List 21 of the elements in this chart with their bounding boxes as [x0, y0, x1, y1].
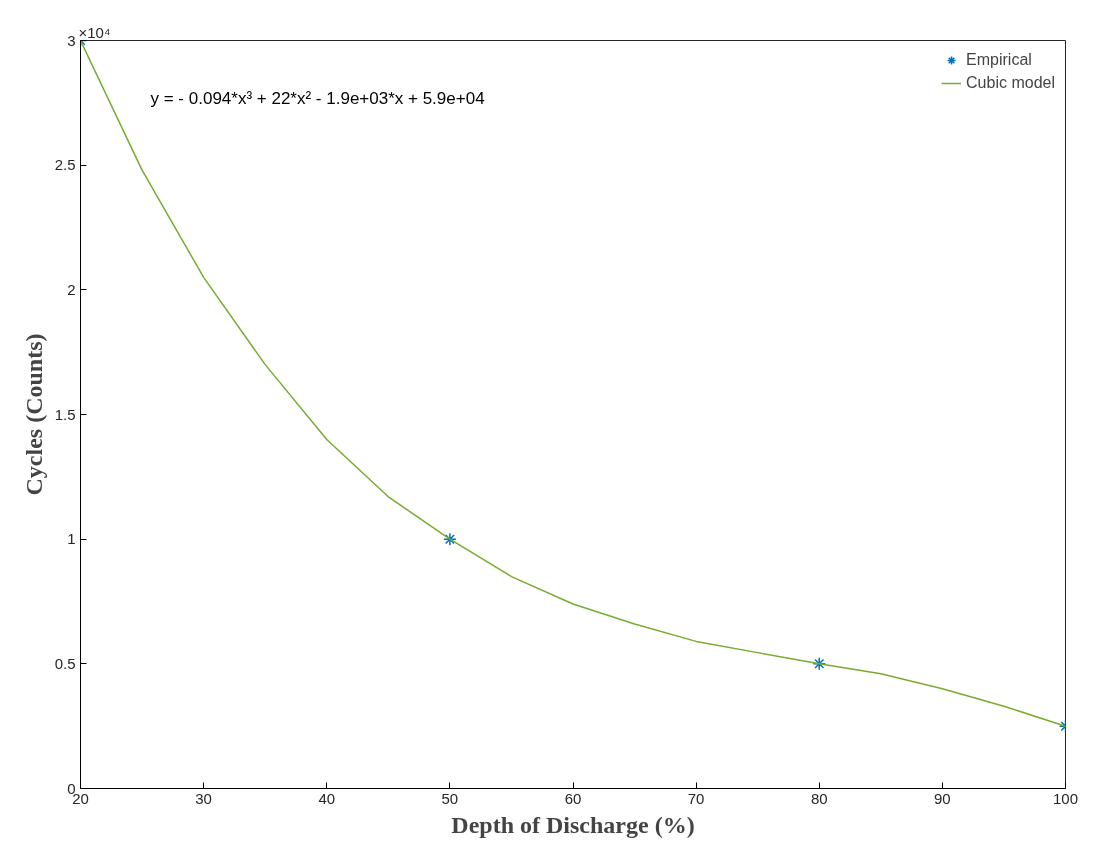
x-tick-label: 90 — [934, 789, 951, 807]
y-tick-label: 3 — [67, 31, 76, 49]
x-tick-label: 30 — [195, 789, 212, 807]
x-tick-label: 50 — [441, 789, 459, 807]
annotation: y = - 0.094*x³ + 22*x² - 1.9e+03*x + 5.9e+04 — [150, 89, 485, 108]
text: ×10⁴ — [78, 23, 111, 41]
y-axis-title: Cycles (Counts) — [20, 333, 47, 496]
x-tick-label: 60 — [564, 789, 582, 807]
legend-label: Empirical — [966, 51, 1032, 69]
x-axis-title: Depth of Discharge (%) — [451, 811, 695, 838]
y-tick-label: 2 — [67, 280, 76, 298]
x-tick-label: 70 — [687, 789, 705, 807]
y-tick-label: 0.5 — [54, 654, 76, 672]
x-tick-label: 80 — [810, 789, 828, 807]
y-tick-label: 1 — [67, 530, 76, 548]
x-tick-label: 40 — [318, 789, 336, 807]
line-series — [80, 40, 1066, 727]
y-tick-label: 1.5 — [54, 405, 76, 423]
y-tick-label: 2.5 — [54, 156, 76, 174]
x-tick-label: 100 — [1052, 789, 1079, 807]
legend-label: Cubic model — [966, 74, 1055, 92]
